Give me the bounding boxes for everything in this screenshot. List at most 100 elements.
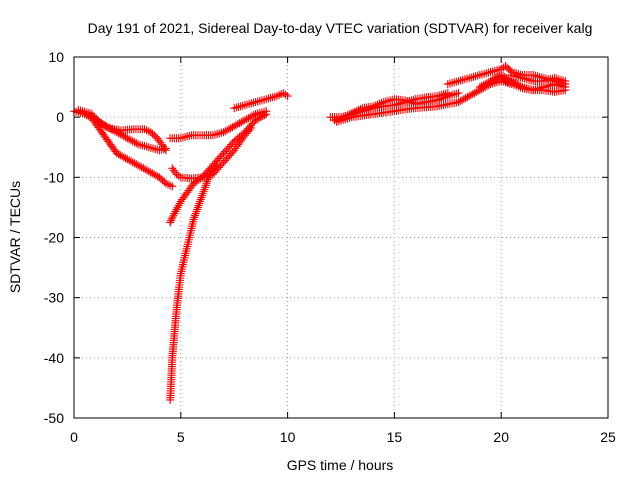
y-tick-label: -30 xyxy=(44,290,64,306)
data-point xyxy=(174,171,183,180)
y-tick-label: -40 xyxy=(44,350,64,366)
data-point xyxy=(203,175,212,184)
data-point xyxy=(128,158,137,167)
data-point xyxy=(72,107,81,116)
data-point xyxy=(502,77,511,86)
data-point xyxy=(460,75,469,84)
data-point xyxy=(144,143,153,152)
data-points xyxy=(70,62,570,404)
data-point xyxy=(157,140,166,149)
data-point xyxy=(463,74,472,83)
data-point xyxy=(450,78,459,87)
data-point xyxy=(130,159,139,168)
data-point xyxy=(150,170,159,179)
data-point xyxy=(137,163,146,172)
data-point xyxy=(468,90,477,99)
data-point xyxy=(498,75,507,84)
data-point xyxy=(176,134,185,143)
data-point xyxy=(211,162,220,171)
data-point xyxy=(480,69,489,78)
data-point xyxy=(153,134,162,143)
data-point xyxy=(561,86,570,95)
data-point xyxy=(561,77,570,86)
data-point xyxy=(149,144,158,153)
data-point xyxy=(140,142,149,151)
data-point xyxy=(171,207,180,216)
x-axis-label: GPS time / hours xyxy=(287,457,394,473)
data-point xyxy=(243,100,252,109)
data-point xyxy=(154,136,163,145)
data-point xyxy=(160,144,169,153)
data-point xyxy=(183,132,192,141)
data-point xyxy=(219,128,228,137)
data-point xyxy=(445,79,454,88)
data-point xyxy=(156,138,165,147)
data-point xyxy=(141,165,150,174)
data-point xyxy=(192,207,201,216)
data-point xyxy=(159,142,167,151)
data-point xyxy=(196,195,205,204)
data-point xyxy=(191,209,200,218)
data-point xyxy=(466,91,475,100)
data-point xyxy=(386,96,395,105)
data-point xyxy=(123,155,132,164)
data-point xyxy=(119,153,128,162)
data-point xyxy=(194,201,203,210)
data-point xyxy=(142,166,151,175)
data-point xyxy=(245,99,254,108)
data-point xyxy=(244,114,253,123)
series-track-g xyxy=(166,107,271,143)
data-point xyxy=(132,139,141,148)
data-point xyxy=(239,129,248,138)
x-tick-label: 15 xyxy=(387,429,403,445)
grid-lines xyxy=(74,57,608,418)
data-point xyxy=(102,122,111,131)
data-point xyxy=(166,181,175,190)
data-point xyxy=(128,137,137,146)
data-point xyxy=(118,131,127,140)
data-point xyxy=(458,75,467,84)
data-point xyxy=(456,76,465,85)
data-point xyxy=(231,121,240,130)
data-point xyxy=(118,152,127,161)
data-point xyxy=(463,93,472,102)
series-track-h xyxy=(230,89,292,113)
y-tick-label: -10 xyxy=(44,169,64,185)
data-point xyxy=(450,90,459,99)
data-point xyxy=(215,129,224,138)
data-point xyxy=(251,98,260,107)
series-track-e xyxy=(166,110,271,227)
data-point xyxy=(506,66,515,75)
data-point xyxy=(283,92,292,101)
data-point xyxy=(139,164,148,173)
data-point xyxy=(198,191,207,200)
data-point xyxy=(208,131,217,140)
x-tick-label: 10 xyxy=(280,429,296,445)
data-point xyxy=(471,72,480,81)
y-tick-label: 10 xyxy=(48,49,64,65)
y-tick-label: -20 xyxy=(44,230,64,246)
data-point xyxy=(504,78,513,87)
data-point xyxy=(448,90,457,99)
data-point xyxy=(198,189,207,198)
data-point xyxy=(210,130,219,139)
data-point xyxy=(125,156,134,165)
data-point xyxy=(472,88,481,97)
data-point xyxy=(144,167,153,176)
data-point xyxy=(281,90,290,99)
data-point xyxy=(221,127,230,136)
data-point xyxy=(174,201,183,210)
data-point xyxy=(475,71,484,80)
data-point xyxy=(497,74,506,83)
x-tick-label: 25 xyxy=(600,429,616,445)
data-point xyxy=(168,164,177,173)
data-point xyxy=(189,215,198,224)
data-point xyxy=(172,205,181,214)
data-point xyxy=(167,214,176,223)
data-point xyxy=(181,133,190,142)
data-point xyxy=(456,97,465,106)
data-point xyxy=(213,130,222,139)
data-point xyxy=(132,160,141,169)
data-point xyxy=(168,213,177,222)
